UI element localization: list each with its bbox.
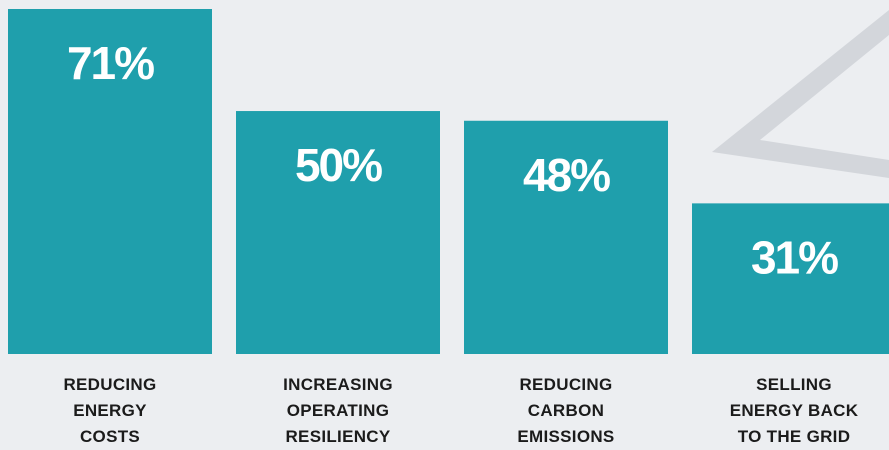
category-label: REDUCING CARBON EMISSIONS xyxy=(517,375,615,446)
decoration xyxy=(712,10,889,178)
bar xyxy=(8,9,212,354)
value-label: 50% xyxy=(295,139,382,191)
value-label: 31% xyxy=(751,232,838,284)
value-label: 48% xyxy=(523,149,610,201)
bar xyxy=(236,111,440,354)
bar xyxy=(692,203,889,354)
category-label: INCREASING OPERATING RESILIENCY xyxy=(283,375,393,446)
category-label: SELLING ENERGY BACK TO THE GRID xyxy=(729,375,859,446)
value-label: 71% xyxy=(67,37,154,89)
category-label: REDUCING ENERGY COSTS xyxy=(63,375,157,446)
bar xyxy=(464,120,668,355)
